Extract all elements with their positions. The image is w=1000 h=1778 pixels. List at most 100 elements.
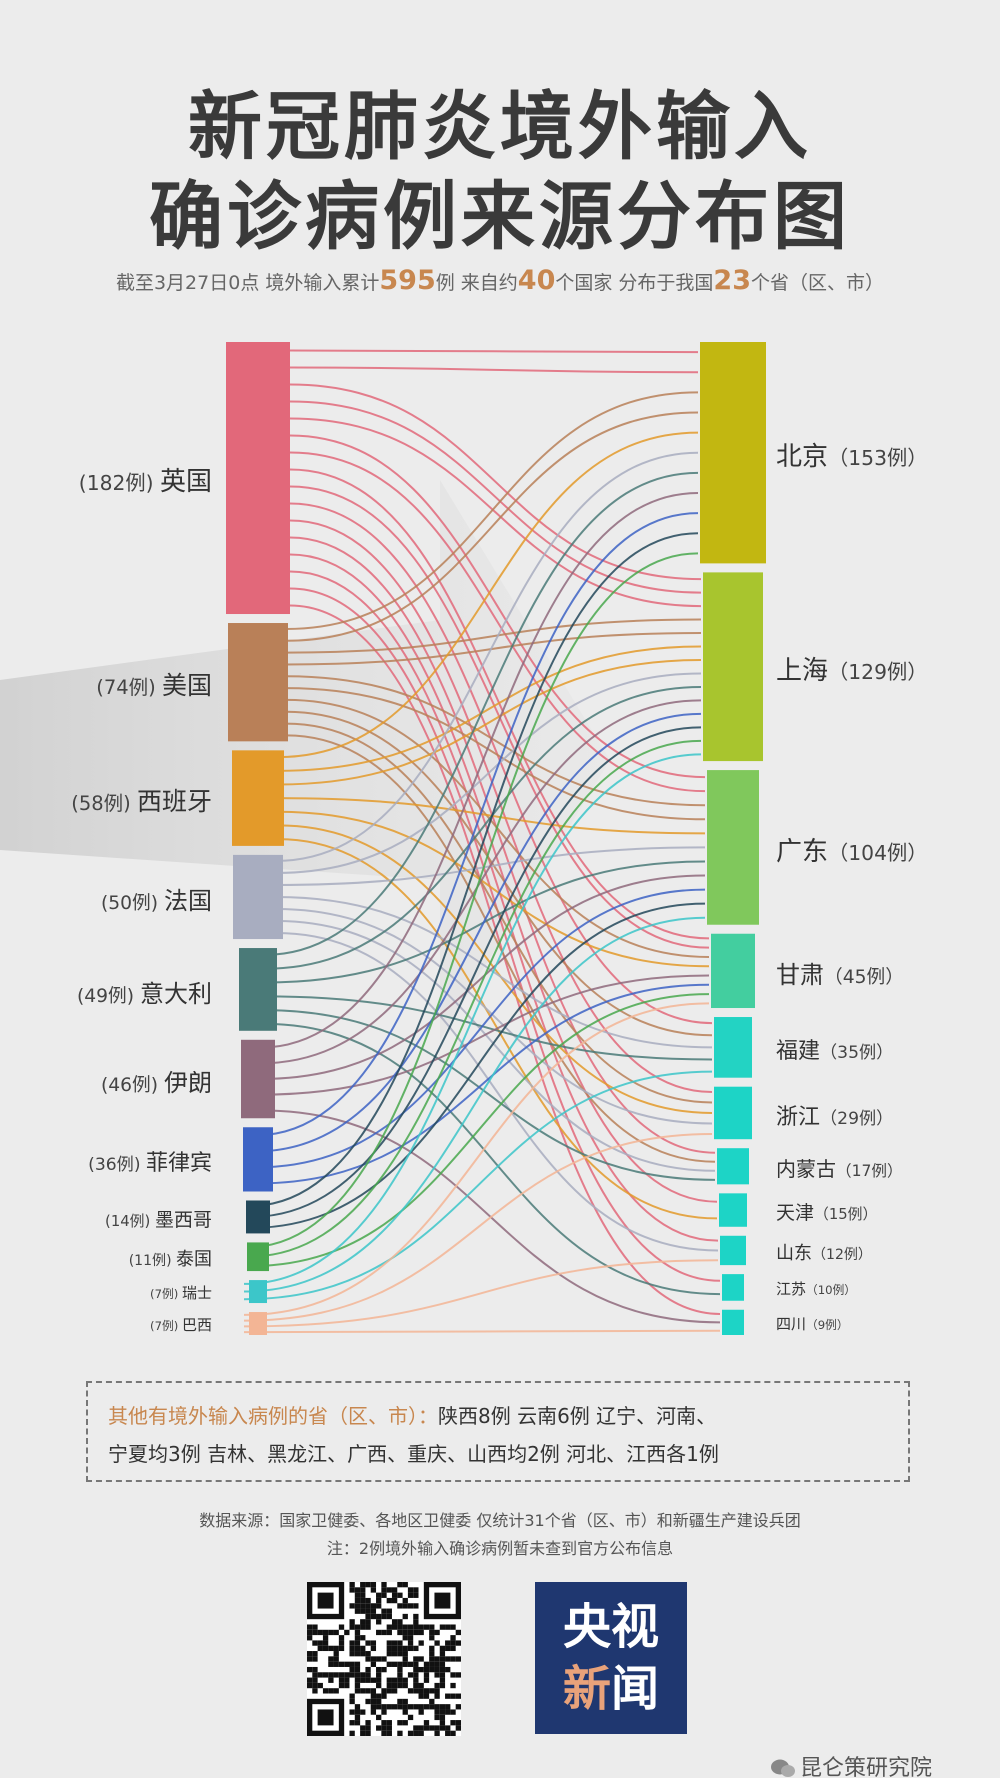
target-label-天津: 天津（15例）	[776, 1198, 877, 1225]
source-label-意大利: (49例) 意大利	[77, 974, 212, 1009]
flow-link-美国-内蒙古	[285, 734, 716, 1163]
flow-link-伊朗-广东	[259, 874, 706, 1081]
flow-link-美国-广东	[285, 675, 706, 807]
source-count: (11例)	[128, 1253, 176, 1270]
source-bar-意大利	[239, 948, 277, 1031]
flow-link-墨西哥-北京	[249, 532, 699, 1207]
source-count: (46例)	[100, 1075, 164, 1097]
flow-link-美国-广东	[285, 687, 706, 821]
flow-link-美国-北京	[285, 391, 699, 630]
target-bar-北京	[700, 342, 766, 564]
flow-link-英国-上海	[289, 400, 702, 594]
source-count: (74例)	[96, 675, 162, 699]
wechat-icon	[771, 1759, 795, 1777]
flow-link-法国-北京	[275, 451, 699, 862]
flow-link-英国-江苏	[289, 587, 721, 1282]
target-bar-天津	[719, 1193, 747, 1227]
source-name: 巴西	[181, 1315, 212, 1334]
target-count: （35例）	[820, 1043, 894, 1064]
watermark: 昆仑策研究院	[770, 1750, 932, 1778]
flow-link-英国-山东	[289, 570, 719, 1242]
flow-link-英国-北京	[289, 366, 699, 374]
flow-link-意大利-福建	[263, 995, 713, 1061]
target-name: 山东	[776, 1242, 812, 1264]
flow-link-瑞士-福建	[243, 1070, 713, 1301]
source-bar-泰国	[247, 1242, 269, 1272]
flow-link-意大利-上海	[263, 685, 702, 970]
flow-link-巴西-山东	[243, 1259, 719, 1328]
source-name: 英国	[159, 467, 212, 498]
province-count: 23	[713, 265, 751, 296]
target-count: （45例）	[824, 967, 904, 989]
target-label-四川: 四川（9例）	[776, 1313, 849, 1334]
target-label-浙江: 浙江（29例）	[776, 1099, 893, 1131]
flow-link-墨西哥-广东	[249, 902, 706, 1229]
target-bar-广东	[707, 770, 759, 925]
flow-link-英国-上海	[289, 417, 702, 608]
source-count: (182例)	[78, 471, 160, 496]
flow-link-菲律宾-甘肃	[255, 983, 710, 1185]
flow-link-法国-浙江	[275, 907, 713, 1125]
flow-link-法国-上海	[275, 672, 702, 874]
target-count: （129例）	[828, 659, 928, 684]
target-count: （104例）	[828, 840, 928, 865]
source-name: 菲律宾	[145, 1151, 212, 1177]
source-count: (49例)	[76, 985, 140, 1007]
logo-char: 新	[562, 1661, 611, 1717]
source-bar-巴西	[249, 1312, 267, 1335]
target-label-福建: 福建（35例）	[776, 1033, 893, 1065]
source-bar-法国	[233, 854, 283, 940]
target-count: （12例）	[812, 1246, 872, 1263]
flow-link-西班牙-甘肃	[277, 810, 710, 968]
target-count: （10例）	[806, 1282, 856, 1297]
source-count: (36例)	[88, 1155, 146, 1176]
subtitle-text: 个省（区、市）	[751, 272, 885, 294]
note-line1: 陕西8例 云南6例 辽宁、河南、	[438, 1404, 717, 1428]
subtitle-text: 截至3月27日0点 境外输入累计	[115, 272, 380, 294]
data-source: 数据来源：国家卫健委、各地区卫健委 仅统计31个省（区、市）和新疆生产建设兵团	[199, 1511, 801, 1530]
flow-link-法国-山东	[275, 932, 719, 1252]
flow-links	[243, 349, 721, 1334]
logo-line1: 央视	[562, 1599, 659, 1655]
flow-link-伊朗-上海	[259, 699, 702, 1065]
target-label-山东: 山东（12例）	[776, 1239, 872, 1265]
flow-link-英国-天津	[289, 553, 718, 1203]
source-label-法国: (50例) 法国	[101, 881, 212, 916]
source-label-墨西哥: (14例) 墨西哥	[105, 1205, 212, 1232]
subtitle-text: 例 来自约	[435, 272, 518, 294]
target-bar-甘肃	[711, 933, 755, 1009]
flow-link-西班牙-上海	[277, 658, 702, 786]
flow-link-瑞士-广东	[243, 916, 706, 1293]
cctv-news-logo: 央视 新闻	[535, 1582, 687, 1734]
flow-link-英国-广东	[289, 434, 706, 779]
footnote: 注：2例境外输入确诊病例暂未查到官方公布信息	[326, 1539, 674, 1558]
chart-title-line2: 确诊病例来源分布图	[149, 174, 851, 260]
target-name: 广东	[776, 836, 829, 867]
source-bar-伊朗	[241, 1039, 275, 1119]
target-bar-山东	[720, 1235, 746, 1266]
target-name: 天津	[776, 1201, 815, 1224]
flow-link-美国-上海	[285, 618, 702, 654]
source-label-伊朗: (46例) 伊朗	[101, 1063, 212, 1098]
source-bar-瑞士	[249, 1280, 267, 1304]
target-name: 江苏	[776, 1279, 807, 1298]
source-name: 意大利	[140, 979, 212, 1008]
flow-link-英国-上海	[289, 383, 702, 581]
source-name: 西班牙	[136, 786, 212, 816]
flow-link-伊朗-北京	[259, 491, 699, 1049]
source-label-瑞士: (7例) 瑞士	[150, 1282, 212, 1303]
target-bar-江苏	[722, 1274, 744, 1301]
chart-subtitle: 截至3月27日0点 境外输入累计595例 来自约40个国家 分布于我国23个省（…	[0, 265, 1000, 296]
flow-link-菲律宾-广东	[255, 888, 706, 1169]
note-heading: 其他有境外输入病例的省（区、市）：	[108, 1404, 438, 1428]
flow-link-意大利-内蒙古	[263, 1009, 716, 1181]
chart-title-line1: 新冠肺炎境外输入	[188, 84, 812, 170]
source-name: 伊朗	[164, 1069, 212, 1098]
source-name: 美国	[161, 670, 212, 700]
source-bar-英国	[226, 342, 290, 615]
source-count: (14例)	[105, 1212, 155, 1230]
target-name: 上海	[776, 655, 829, 686]
flow-link-法国-内蒙古	[275, 920, 716, 1172]
flow-link-伊朗-甘肃	[259, 974, 710, 1096]
